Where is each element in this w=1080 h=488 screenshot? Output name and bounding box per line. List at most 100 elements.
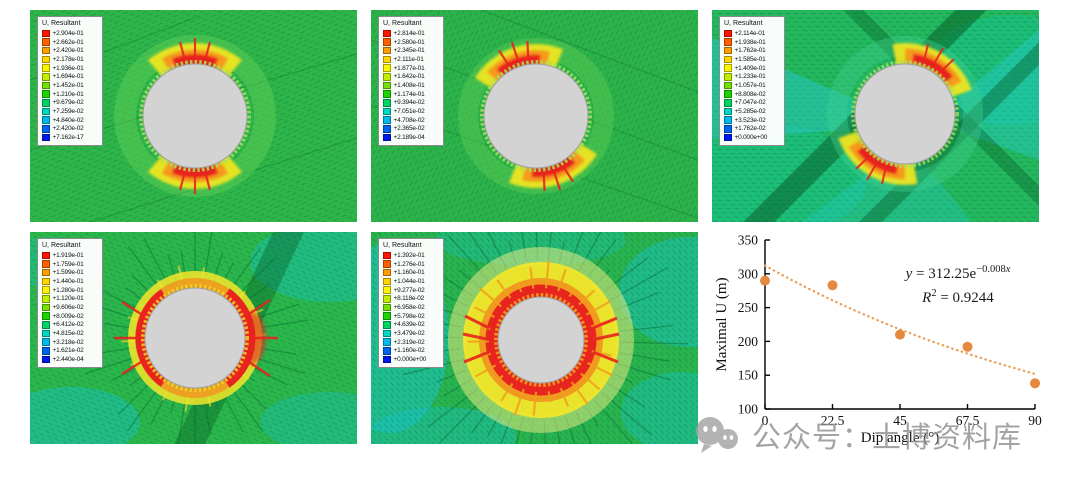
legend-value: +6.412e-02 [52, 321, 84, 329]
legend-entry: +1.621e-02 [42, 347, 100, 356]
stress-hotspot-ring [485, 284, 597, 396]
legend-value: +2.114e-01 [734, 29, 766, 37]
legend-color-swatch [383, 312, 391, 320]
tunnel-opening [144, 287, 246, 389]
legend-entry: +1.877e-01 [383, 64, 441, 73]
legend-entry: +7.051e-02 [383, 107, 441, 116]
legend-entry: +2.114e-01 [724, 29, 782, 38]
fea-panel-dip-67-5: U, Resultant +1.919e-01 +1.759e-01 +1.599e… [30, 232, 357, 444]
fit-equation: y = 312.25e−0.008x [905, 264, 1011, 282]
fea-panel-dip-90: U, Resultant +1.392e-01 +1.276e-01 +1.160e… [371, 232, 698, 444]
legend-color-swatch [42, 99, 50, 107]
legend-value: +1.276e-01 [393, 260, 425, 268]
legend-value: +3.523e-02 [734, 116, 766, 124]
legend-value: +1.280e-01 [52, 286, 84, 294]
legend-value: +2.178e-01 [52, 55, 84, 63]
legend-value: +9.277e-02 [393, 286, 425, 294]
legend-entry: +4.840e-02 [42, 116, 100, 125]
fea-panel-dip-0: U, Resultant +2.904e-01 +2.662e-01 +2.420e… [30, 10, 357, 222]
legend-value: +2.420e-01 [52, 47, 84, 55]
legend-entry: +1.762e-01 [724, 46, 782, 55]
legend-color-swatch [724, 133, 732, 142]
legend-color-swatch [724, 29, 732, 38]
legend-color-swatch [42, 286, 50, 294]
legend-value: +7.162e-17 [52, 134, 84, 142]
legend-color-swatch [42, 277, 50, 286]
legend-value: +2.420e-02 [52, 125, 84, 133]
legend-value: +1.762e-01 [734, 47, 766, 55]
legend-entry: +1.276e-01 [383, 260, 441, 269]
legend-entry: +1.392e-01 [383, 251, 441, 260]
legend-entry: +1.233e-01 [724, 72, 782, 81]
legend-entry: +2.365e-02 [383, 125, 441, 134]
legend-value: +8.009e-02 [52, 312, 84, 320]
legend-entry: +2.420e-02 [42, 125, 100, 134]
legend-scale: +2.814e-01 +2.580e-01 +2.345e-01 +2.111e-01… [383, 29, 441, 142]
legend-title: U, Resultant [42, 242, 81, 249]
legend-color-swatch [724, 64, 732, 72]
legend-scale: +1.919e-01 +1.759e-01 +1.599e-01 +1.440e-01… [42, 251, 100, 364]
legend-entry: +1.452e-01 [42, 81, 100, 90]
svg-text:350: 350 [738, 233, 759, 248]
legend-color-swatch [383, 286, 391, 294]
legend-entry: +6.412e-02 [42, 321, 100, 330]
legend-entry: +5.285e-02 [724, 107, 782, 116]
legend-value: +1.120e-01 [52, 295, 84, 303]
displacement-contour-dip-0 [30, 10, 357, 222]
fea-panel-dip-22-5: U, Resultant +2.814e-01 +2.580e-01 +2.345e… [371, 10, 698, 222]
legend-color-swatch [383, 321, 391, 329]
legend-color-swatch [724, 38, 732, 46]
legend-title: U, Resultant [383, 20, 422, 27]
legend-value: +1.408e-01 [393, 81, 425, 89]
legend-color-swatch [42, 107, 50, 116]
legend-color-swatch [42, 338, 50, 346]
legend-color-swatch [383, 260, 391, 268]
displacement-vectors [855, 43, 955, 185]
legend-entry: +4.708e-02 [383, 116, 441, 125]
legend-color-swatch [42, 73, 50, 81]
legend-color-swatch [42, 55, 50, 64]
legend-title: U, Resultant [724, 20, 763, 27]
legend-entry: +1.409e-01 [724, 64, 782, 73]
legend-color-swatch [383, 55, 391, 64]
legend-entry: +2.420e-01 [42, 46, 100, 55]
legend-value: +1.759e-01 [52, 260, 84, 268]
legend-entry: +9.394e-02 [383, 99, 441, 108]
legend-color-swatch [42, 81, 50, 90]
legend-entry: +2.319e-02 [383, 338, 441, 347]
legend-value: +1.452e-01 [52, 81, 84, 89]
legend-value: +8.118e-02 [393, 295, 425, 303]
svg-text:45: 45 [893, 413, 907, 428]
legend-value: +1.233e-01 [734, 73, 766, 81]
tick-labels: 100 150 200 250 300 350 0 22.5 45 67.5 90 [738, 233, 1042, 429]
legend-value: +5.285e-02 [734, 108, 766, 116]
legend-value: +1.694e-01 [52, 73, 84, 81]
legend-entry: +1.280e-01 [42, 286, 100, 295]
watermark: 公众号：土博资料库 [694, 414, 1022, 456]
legend-color-swatch [724, 125, 732, 133]
legend-entry: +0.000e+00 [383, 355, 441, 364]
legend-value: +4.708e-02 [393, 116, 425, 124]
legend-value: +2.440e-04 [52, 356, 84, 364]
legend-color-swatch [42, 347, 50, 355]
legend-color-swatch [383, 29, 391, 38]
legend-entry: +7.047e-02 [724, 99, 782, 108]
svg-text:100: 100 [738, 402, 759, 417]
legend-value: +1.642e-01 [393, 73, 425, 81]
watermark-text: 公众号：土博资料库 [752, 420, 1023, 454]
legend-entry: +1.160e-01 [383, 268, 441, 277]
legend-value: +2.904e-01 [52, 29, 84, 37]
legend-entry: +1.919e-01 [42, 251, 100, 260]
fit-annotation: y = 312.25e−0.008x R2 = 0.9244 [862, 262, 1054, 310]
legend-entry: +2.580e-01 [383, 38, 441, 47]
svg-text:150: 150 [738, 368, 759, 383]
legend-entry: +1.210e-01 [42, 90, 100, 99]
contour-legend: U, Resultant +2.114e-01 +1.938e-01 +1.762e… [719, 16, 785, 146]
legend-color-swatch [42, 329, 50, 338]
legend-entry: +1.599e-01 [42, 268, 100, 277]
svg-text:200: 200 [738, 334, 759, 349]
legend-color-swatch [383, 73, 391, 81]
legend-color-swatch [42, 260, 50, 268]
legend-value: +1.160e-02 [393, 347, 425, 355]
legend-entry: +1.585e-01 [724, 55, 782, 64]
